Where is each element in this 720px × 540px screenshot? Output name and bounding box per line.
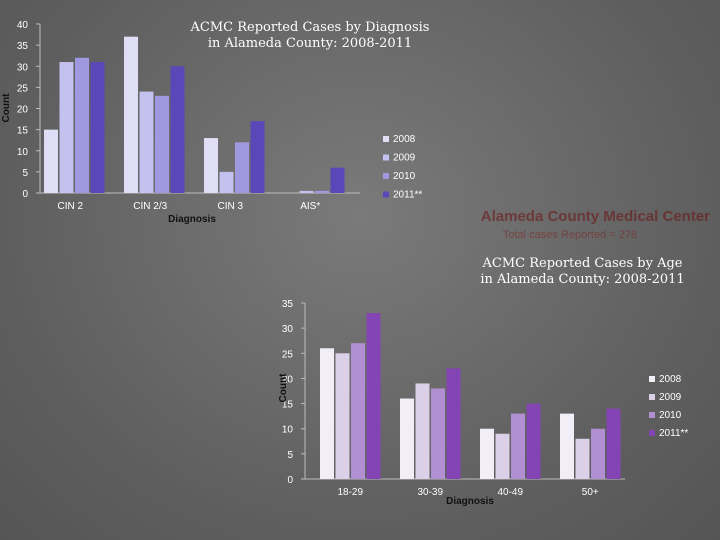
age-bar-2008-1 <box>400 398 414 479</box>
diagnosis-y-tick-label: 40 <box>17 20 29 31</box>
age-bar-2009-0 <box>335 353 350 479</box>
diagnosis-bar-2011-2 <box>250 121 265 193</box>
age-bar-2011-2 <box>526 403 541 479</box>
diagnosis-legend-label: 2010 <box>393 171 416 182</box>
diagnosis-y-tick-label: 30 <box>17 62 29 73</box>
age-y-tick-label: 0 <box>287 475 293 486</box>
age-bar-2010-3 <box>591 428 605 479</box>
age-bar-2009-2 <box>495 433 510 479</box>
diagnosis-bar-2010-3 <box>315 190 329 193</box>
age-bar-2010-2 <box>511 413 525 479</box>
age-legend-swatch <box>649 376 655 382</box>
age-y-tick-label: 30 <box>282 324 294 335</box>
age-bar-2010-1 <box>431 388 445 479</box>
org-name: Alameda County Medical Center <box>480 208 710 225</box>
diagnosis-chart-title: ACMC Reported Cases by Diagnosis in Alam… <box>180 20 440 52</box>
diagnosis-y-tick-label: 5 <box>22 168 28 179</box>
diagnosis-legend-swatch <box>383 191 389 198</box>
age-bar-2009-1 <box>415 383 430 479</box>
age-legend-label: 2011** <box>659 428 688 439</box>
age-legend-swatch <box>649 412 655 418</box>
diagnosis-bar-2011-0 <box>90 62 105 194</box>
diagnosis-y-tick-label: 20 <box>17 105 29 116</box>
diagnosis-y-tick-label: 35 <box>17 41 29 52</box>
diagnosis-legend-swatch <box>383 154 389 161</box>
age-y-tick-label: 15 <box>282 400 294 411</box>
diagnosis-bar-2008-0 <box>44 129 58 193</box>
age-category-label: 18-29 <box>337 487 363 498</box>
age-category-label: 50+ <box>582 487 599 498</box>
age-bar-2008-0 <box>320 348 334 479</box>
age-y-tick-label: 10 <box>282 425 294 436</box>
age-category-label: 40-49 <box>497 487 523 498</box>
age-legend-swatch <box>649 430 655 436</box>
age-bar-2011-3 <box>606 408 621 479</box>
diagnosis-y-tick-label: 10 <box>17 147 29 158</box>
diagnosis-legend-label: 2011** <box>393 190 422 201</box>
diagnosis-bar-2009-3 <box>299 190 314 193</box>
age-bar-2011-1 <box>446 368 461 479</box>
diagnosis-bar-2011-3 <box>330 167 345 193</box>
diagnosis-legend-label: 2009 <box>393 153 416 164</box>
diagnosis-y-tick-label: 15 <box>17 126 29 137</box>
diagnosis-bar-2010-2 <box>235 142 249 193</box>
diagnosis-legend-swatch <box>383 136 389 142</box>
age-bar-2009-3 <box>575 438 590 479</box>
diagnosis-bar-2009-1 <box>139 91 154 193</box>
diagnosis-y-axis-title: Count <box>1 93 12 123</box>
diagnosis-bar-2008-2 <box>204 138 218 193</box>
diagnosis-category-label: CIN 3 <box>217 201 243 212</box>
age-bar-2008-3 <box>560 413 574 479</box>
age-chart-title: ACMC Reported Cases by Age in Alameda Co… <box>460 256 705 288</box>
age-bar-2008-2 <box>480 428 494 479</box>
age-chart-title-line2: in Alameda County: 2008-2011 <box>480 272 685 287</box>
age-y-tick-label: 5 <box>287 450 293 461</box>
age-x-axis-title: Diagnosis <box>446 496 494 507</box>
age-bar-2011-0 <box>366 313 381 479</box>
diagnosis-category-label: CIN 2/3 <box>133 201 167 212</box>
age-y-tick-label: 35 <box>282 299 294 310</box>
age-y-tick-label: 20 <box>282 374 294 385</box>
age-legend-label: 2008 <box>659 374 682 385</box>
diagnosis-y-tick-label: 25 <box>17 83 29 94</box>
diagnosis-legend-swatch <box>383 173 389 179</box>
org-subtitle: Total cases Reported = 278 <box>502 229 638 241</box>
age-chart-title-line1: ACMC Reported Cases by Age <box>482 256 683 271</box>
age-category-label: 30-39 <box>417 487 443 498</box>
age-y-axis-title: Count <box>278 373 289 403</box>
age-legend-swatch <box>649 394 655 400</box>
age-y-tick-label: 25 <box>282 349 294 360</box>
age-legend-label: 2009 <box>659 392 682 403</box>
diagnosis-category-label: CIN 2 <box>57 201 83 212</box>
diagnosis-category-label: AIS* <box>300 201 320 212</box>
diagnosis-bar-2009-2 <box>219 171 234 193</box>
diagnosis-legend-label: 2008 <box>393 134 416 145</box>
diagnosis-chart-title-line2: in Alameda County: 2008-2011 <box>207 36 413 51</box>
diagnosis-chart-title-line1: ACMC Reported Cases by Diagnosis <box>190 20 430 35</box>
diagnosis-bar-2008-1 <box>124 36 138 193</box>
diagnosis-x-axis-title: Diagnosis <box>168 214 216 225</box>
diagnosis-bar-2011-1 <box>170 66 185 193</box>
diagnosis-bar-2010-1 <box>155 95 169 193</box>
age-bar-2010-0 <box>351 343 365 479</box>
diagnosis-bar-2010-0 <box>75 57 89 193</box>
age-legend-label: 2010 <box>659 410 682 421</box>
diagnosis-bar-2009-0 <box>59 62 74 194</box>
diagnosis-y-tick-label: 0 <box>22 189 28 200</box>
